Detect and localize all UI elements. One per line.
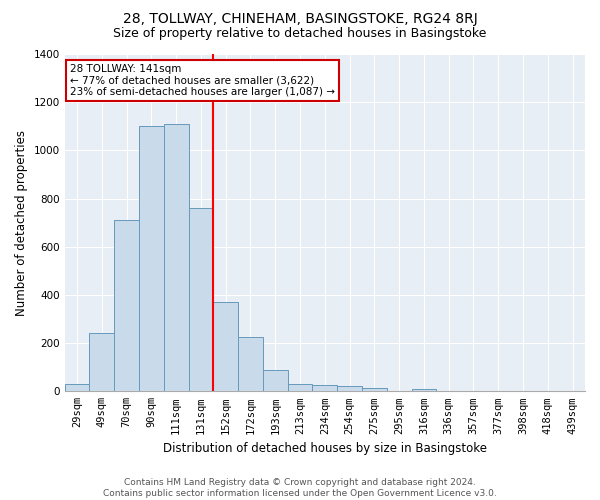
Bar [188,208,214,392]
Y-axis label: Number of detached properties: Number of detached properties [15,130,28,316]
Bar [263,370,287,392]
Bar [287,384,313,392]
Text: Size of property relative to detached houses in Basingstoke: Size of property relative to detached ho… [113,28,487,40]
Bar [337,386,362,392]
Bar [65,384,89,392]
Bar [114,220,139,392]
Bar [313,386,337,392]
Text: 28 TOLLWAY: 141sqm
← 77% of detached houses are smaller (3,622)
23% of semi-deta: 28 TOLLWAY: 141sqm ← 77% of detached hou… [70,64,335,98]
Bar [139,126,164,392]
Bar [412,389,436,392]
Bar [238,337,263,392]
Bar [214,302,238,392]
Text: Contains HM Land Registry data © Crown copyright and database right 2024.
Contai: Contains HM Land Registry data © Crown c… [103,478,497,498]
Bar [164,124,188,392]
Bar [362,388,387,392]
Bar [89,334,114,392]
X-axis label: Distribution of detached houses by size in Basingstoke: Distribution of detached houses by size … [163,442,487,455]
Text: 28, TOLLWAY, CHINEHAM, BASINGSTOKE, RG24 8RJ: 28, TOLLWAY, CHINEHAM, BASINGSTOKE, RG24… [122,12,478,26]
